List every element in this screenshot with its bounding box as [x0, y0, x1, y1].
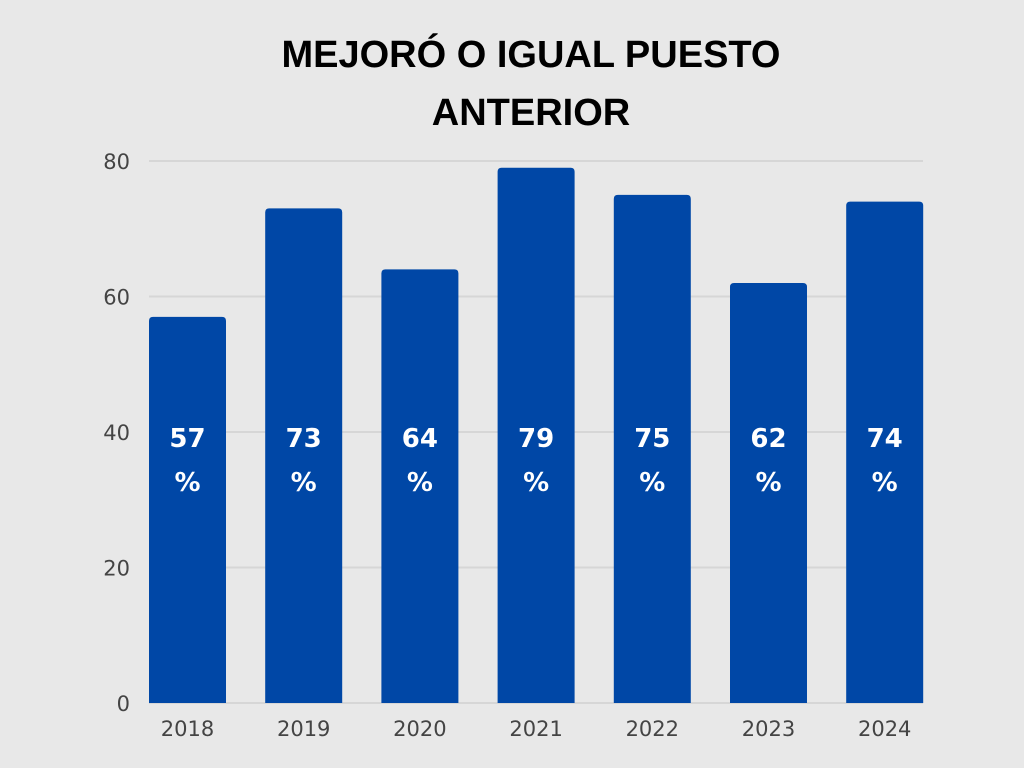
x-tick-label: 2018	[161, 717, 214, 741]
data-label-unit: %	[174, 468, 200, 498]
x-tick-label: 2022	[626, 717, 679, 741]
data-label-unit: %	[639, 468, 665, 498]
chart-title-line-1: MEJORÓ O IGUAL PUESTO	[281, 34, 781, 76]
data-label-unit: %	[755, 468, 781, 498]
x-tick-label: 2023	[742, 717, 795, 741]
bar	[497, 167, 575, 703]
bar	[846, 201, 924, 703]
data-label-unit: %	[291, 468, 317, 498]
x-tick-label: 2020	[393, 717, 446, 741]
x-tick-label: 2019	[277, 717, 330, 741]
y-tick-label: 40	[103, 421, 130, 445]
bar	[730, 282, 807, 703]
data-label: 74	[867, 424, 903, 454]
data-label-unit: %	[407, 468, 433, 498]
y-tick-label: 20	[103, 557, 130, 581]
bar	[265, 208, 343, 704]
data-label: 64	[402, 424, 438, 454]
x-tick-label: 2021	[509, 717, 562, 741]
data-label: 57	[169, 424, 205, 454]
y-tick-label: 0	[117, 692, 130, 716]
data-label-unit: %	[872, 468, 898, 498]
chart-title-line-2: ANTERIOR	[431, 92, 631, 134]
data-label: 75	[634, 424, 670, 454]
data-label: 79	[518, 424, 554, 454]
data-label-unit: %	[523, 468, 549, 498]
y-tick-label: 60	[103, 286, 130, 310]
y-tick-label: 80	[103, 150, 130, 174]
chart-title: MEJORÓ O IGUAL PUESTO ANTERIOR	[0, 26, 1024, 142]
bar	[613, 194, 691, 703]
data-label: 62	[750, 424, 786, 454]
bar	[381, 269, 459, 703]
data-label: 73	[286, 424, 322, 454]
bar	[149, 316, 226, 703]
x-tick-label: 2024	[858, 717, 911, 741]
